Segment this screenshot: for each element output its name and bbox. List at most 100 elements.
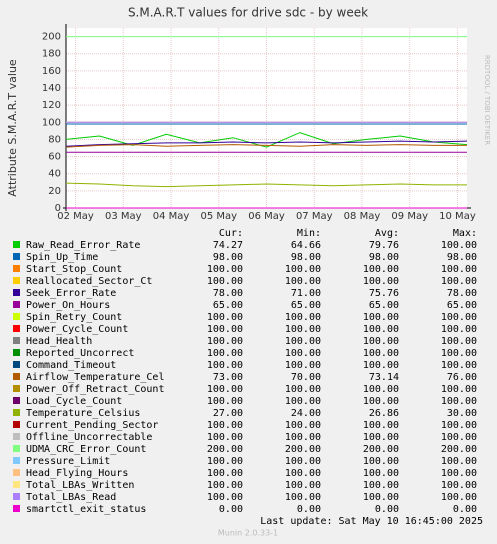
- legend-label: Reallocated_Sector_Ct: [26, 276, 152, 287]
- legend-stat: 100.00: [207, 432, 243, 443]
- legend-swatch: [13, 301, 20, 308]
- legend-label: Offline_Uncorrectable: [26, 432, 152, 443]
- legend-stat: 100.00: [441, 276, 477, 287]
- legend-label: Total_LBAs_Written: [26, 480, 134, 491]
- legend-stat: 100.00: [207, 492, 243, 503]
- legend-stat: 70.00: [291, 372, 321, 383]
- legend-stat: 100.00: [363, 432, 399, 443]
- legend-label: Power_On_Hours: [26, 300, 110, 311]
- legend-swatch: [13, 385, 20, 392]
- legend-stat: 100.00: [363, 264, 399, 275]
- legend-stat: 100.00: [363, 348, 399, 359]
- legend-stat: 65.00: [213, 300, 243, 311]
- legend-label: Raw_Read_Error_Rate: [26, 240, 140, 251]
- legend-swatch: [13, 445, 20, 452]
- legend-stat: 100.00: [363, 492, 399, 503]
- legend-stat: 100.00: [441, 264, 477, 275]
- legend-label: UDMA_CRC_Error_Count: [26, 444, 146, 455]
- y-tick-label: 140: [42, 83, 61, 94]
- legend-stat: 200.00: [285, 444, 321, 455]
- y-tick-label: 80: [48, 134, 61, 145]
- legend-stat: 100.00: [363, 468, 399, 479]
- legend-header: Max:: [453, 228, 477, 239]
- legend-label: Total_LBAs_Read: [26, 492, 116, 503]
- legend-label: Head_Flying_Hours: [26, 468, 128, 479]
- legend-stat: 100.00: [207, 324, 243, 335]
- legend-stat: 100.00: [285, 492, 321, 503]
- legend-stat: 26.86: [369, 408, 399, 419]
- legend-stat: 100.00: [441, 348, 477, 359]
- legend-stat: 100.00: [285, 360, 321, 371]
- legend-stat: 100.00: [285, 384, 321, 395]
- legend-stat: 100.00: [441, 396, 477, 407]
- legend-stat: 100.00: [441, 384, 477, 395]
- legend-label: Seek_Error_Rate: [26, 288, 116, 299]
- legend-label: Power_Cycle_Count: [26, 324, 128, 335]
- legend-stat: 100.00: [441, 312, 477, 323]
- legend-stat: 100.00: [363, 480, 399, 491]
- legend-stat: 74.27: [213, 240, 243, 251]
- y-tick-label: 120: [42, 100, 61, 111]
- legend-stat: 65.00: [369, 300, 399, 311]
- legend-stat: 100.00: [363, 324, 399, 335]
- y-tick-label: 40: [48, 169, 61, 180]
- legend-stat: 100.00: [207, 420, 243, 431]
- legend-stat: 0.00: [375, 504, 399, 515]
- legend-swatch: [13, 433, 20, 440]
- y-tick-label: 0: [55, 203, 61, 214]
- legend-stat: 0.00: [297, 504, 321, 515]
- legend-stat: 200.00: [207, 444, 243, 455]
- legend-label: Spin_Up_Time: [26, 252, 98, 263]
- legend-stat: 100.00: [207, 396, 243, 407]
- legend-swatch: [13, 361, 20, 368]
- legend-stat: 100.00: [363, 396, 399, 407]
- legend-stat: 71.00: [291, 288, 321, 299]
- legend-label: Reported_Uncorrect: [26, 348, 134, 359]
- legend-stat: 100.00: [441, 480, 477, 491]
- legend-swatch: [13, 337, 20, 344]
- legend-label: Load_Cycle_Count: [26, 396, 122, 407]
- legend-stat: 100.00: [441, 456, 477, 467]
- legend-label: Pressure_Limit: [26, 456, 110, 467]
- legend-swatch: [13, 421, 20, 428]
- legend-stat: 100.00: [363, 384, 399, 395]
- legend-label: smartctl_exit_status: [26, 504, 146, 515]
- legend-stat: 100.00: [441, 468, 477, 479]
- legend-stat: 100.00: [363, 420, 399, 431]
- x-tick-label: 07 May: [296, 211, 333, 222]
- legend-stat: 100.00: [207, 312, 243, 323]
- watermark: RRDTOOL / TOBI OETIKER: [483, 55, 491, 145]
- legend-stat: 100.00: [285, 276, 321, 287]
- legend-stat: 100.00: [207, 336, 243, 347]
- legend-swatch: [13, 373, 20, 380]
- legend-stat: 75.76: [369, 288, 399, 299]
- legend-stat: 73.00: [213, 372, 243, 383]
- x-tick-label: 05 May: [200, 211, 237, 222]
- y-tick-label: 20: [48, 186, 61, 197]
- x-tick-label: 08 May: [344, 211, 381, 222]
- legend-swatch: [13, 265, 20, 272]
- legend-stat: 65.00: [291, 300, 321, 311]
- series-line: [65, 132, 468, 148]
- legend-stat: 30.00: [447, 408, 477, 419]
- y-axis-label: Attribute S.M.A.R.T value: [6, 59, 19, 197]
- legend-stat: 100.00: [441, 360, 477, 371]
- legend-stat: 100.00: [285, 324, 321, 335]
- legend-stat: 100.00: [363, 456, 399, 467]
- legend-stat: 100.00: [363, 336, 399, 347]
- legend-stat: 98.00: [291, 252, 321, 263]
- legend-swatch: [13, 241, 20, 248]
- last-update: Last update: Sat May 10 16:45:00 2025: [260, 516, 483, 527]
- legend-stat: 24.00: [291, 408, 321, 419]
- legend-label: Current_Pending_Sector: [26, 420, 158, 431]
- legend-stat: 100.00: [285, 312, 321, 323]
- legend-stat: 100.00: [285, 480, 321, 491]
- series-line: [65, 144, 467, 148]
- legend-swatch: [13, 313, 20, 320]
- legend-stat: 78.00: [447, 288, 477, 299]
- legend-swatch: [13, 325, 20, 332]
- x-tick-label: 10 May: [439, 211, 476, 222]
- y-tick-label: 160: [42, 66, 61, 77]
- legend-stat: 100.00: [285, 468, 321, 479]
